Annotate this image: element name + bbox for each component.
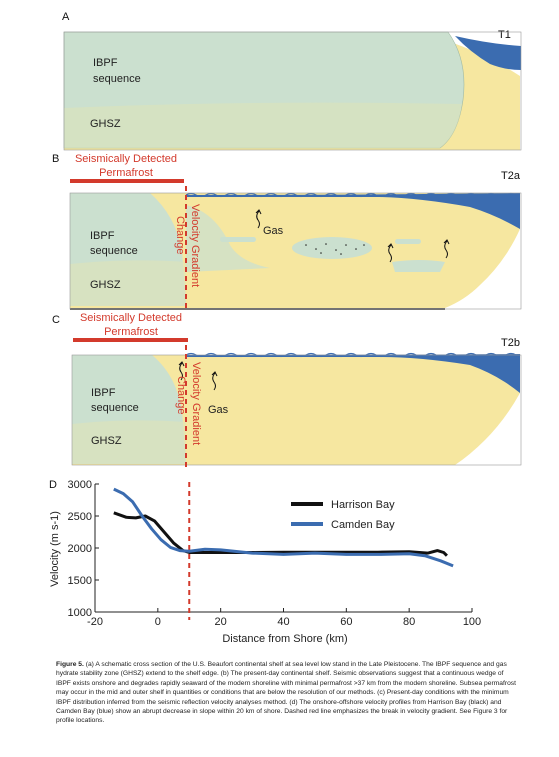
panel-b-tag: T2a [501,170,521,182]
x-tick-label: 80 [403,616,415,628]
panel-b: B Seismically Detected Permafrost T2a IB… [52,153,522,312]
panel-b-sea-waves [185,192,517,198]
panel-b-ghsz-zone [70,260,186,306]
panel-b-ibpf-label-1: IBPF [90,230,115,242]
series-line-camden-bay [113,487,454,568]
y-tick-label: 2500 [68,511,92,523]
panel-b-ibpf-label-2: sequence [90,245,138,257]
panel-c-ghsz-label: GHSZ [91,435,122,447]
chart-axes [94,484,472,613]
panel-b-permafrost-label-1: Seismically Detected [75,153,177,165]
x-tick-label: 100 [463,616,481,628]
panel-d-letter: D [49,479,57,491]
panel-c-letter: C [52,314,60,326]
x-tick-label: 20 [215,616,227,628]
x-axis-label: Distance from Shore (km) [222,633,347,645]
panel-b-gas-lens-1 [220,237,256,242]
y-axis-label: Velocity (m s-1) [49,511,61,587]
panel-b-gas-lens-2 [395,239,421,244]
panel-b-gas-pocket [292,237,372,259]
panel-a: A T1 IBPF sequence GHSZ [62,11,522,151]
panel-a-ghsz-zone [64,102,462,148]
x-tick-label: 0 [155,616,161,628]
figure: A T1 IBPF sequence GHSZ B Seismically De… [49,11,522,645]
panel-a-letter: A [62,11,70,23]
panel-c: C Seismically Detected Permafrost T2b IB… [52,312,522,470]
panel-b-ibpf-fringe [186,205,270,272]
panel-c-tag: T2b [501,337,520,349]
panel-b-velocity-label-1: Velocity Gradient [189,204,201,287]
chart-legend: Harrison Bay Camden Bay [291,499,395,531]
caption-text: (a) A schematic cross section of the U.S… [56,661,516,725]
panel-b-gas-arrow-2 [387,243,394,263]
panel-a-ghsz-label: GHSZ [90,118,121,130]
panel-a-ibpf-label-2: sequence [93,73,141,85]
panel-d-chart: D -20 0 20 40 60 80 100 1000 1500 2000 2500 3000 H… [49,479,481,645]
panel-c-permafrost-label-2: Permafrost [104,326,158,338]
panel-b-permafrost-label-2: Permafrost [99,167,153,179]
panel-c-gas-arrow-1 [178,361,185,381]
panel-c-ghsz-zone [72,420,186,464]
legend-label: Harrison Bay [331,499,395,511]
panel-b-ghsz-label: GHSZ [90,279,121,291]
y-tick-label: 1000 [68,607,92,619]
y-axis-ticks: 1000 1500 2000 2500 3000 [68,479,99,619]
figure-caption: Figure 5. (a) A schematic cross section … [56,660,516,726]
chart-series [113,487,454,568]
panel-b-gas-arrow-1 [255,209,262,229]
y-tick-label: 1500 [68,575,92,587]
panel-c-frame [71,354,522,466]
panel-a-sea [455,36,521,70]
legend-label: Camden Bay [331,519,395,531]
x-axis-ticks: -20 0 20 40 60 80 100 [87,608,481,628]
panel-c-permafrost-label-1: Seismically Detected [80,312,182,324]
panel-c-velocity-label-1: Velocity Gradient [190,362,202,445]
panel-c-ibpf-label-2: sequence [91,402,139,414]
panel-b-gas-arrow-3 [443,239,450,259]
series-line-harrison-bay [113,511,448,557]
y-tick-label: 3000 [68,479,92,491]
x-tick-label: -20 [87,616,103,628]
panel-c-ibpf-label-1: IBPF [91,387,116,399]
x-tick-label: 40 [277,616,289,628]
panel-a-ibpf-label-1: IBPF [93,57,118,69]
panel-b-gas-lens-3 [392,260,445,272]
panel-b-velocity-label-2: Change [174,216,186,255]
panel-c-sea-waves [185,352,517,358]
caption-lead: Figure 5. [56,661,84,668]
panel-a-frame [63,31,522,151]
panel-c-gas-arrow-2 [211,371,218,391]
panel-c-gas-label: Gas [208,404,229,416]
panel-b-gas-label: Gas [263,225,284,237]
panel-b-frame [69,192,522,310]
panel-b-letter: B [52,153,59,165]
y-tick-label: 2000 [68,543,92,555]
panel-b-gas-dots [305,243,365,255]
panel-c-sea [186,354,520,393]
x-tick-label: 60 [340,616,352,628]
panel-c-velocity-label-2: Change [175,376,187,415]
panel-a-tag: T1 [498,29,511,41]
